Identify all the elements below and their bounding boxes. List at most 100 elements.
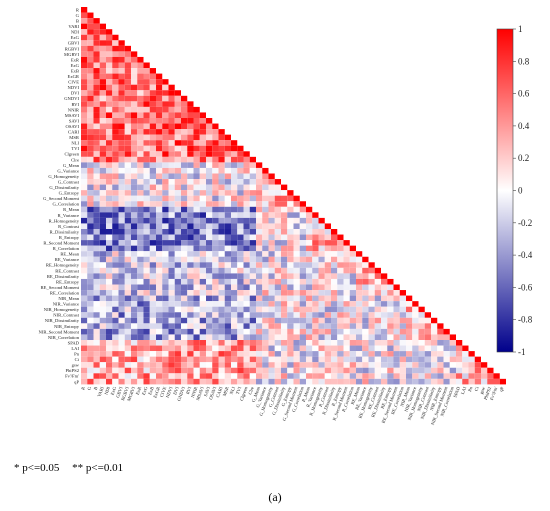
heatmap-cell — [412, 312, 419, 318]
heatmap-cell — [224, 340, 231, 346]
heatmap-cell — [393, 362, 400, 368]
heatmap-cell — [243, 373, 250, 379]
heatmap-cell — [156, 151, 163, 157]
heatmap-cell — [274, 340, 281, 346]
heatmap-cell — [249, 201, 256, 207]
heatmap-cell — [343, 262, 350, 268]
heatmap-cell — [187, 245, 194, 252]
heatmap-cell — [449, 373, 456, 379]
heatmap-cell — [224, 240, 231, 246]
colorbar-tick-label: -0.6 — [518, 282, 533, 292]
heatmap-cell — [187, 323, 194, 329]
heatmap-cell — [131, 90, 138, 96]
heatmap-cell — [131, 334, 138, 340]
column-label: GNDVI — [176, 386, 186, 402]
heatmap-cell — [299, 262, 306, 268]
heatmap-cell — [381, 356, 388, 363]
heatmap-cell — [268, 251, 275, 257]
heatmap-cell — [418, 356, 425, 363]
heatmap-cell — [237, 184, 244, 191]
heatmap-cell — [212, 340, 219, 346]
heatmap-cell — [243, 167, 250, 174]
heatmap-cell — [387, 334, 394, 340]
column-label: LAI — [460, 386, 467, 395]
heatmap-cell — [149, 356, 156, 363]
heatmap-cell — [181, 212, 188, 218]
heatmap-cell — [118, 129, 125, 135]
column-label: B — [93, 386, 99, 391]
heatmap-cell — [381, 340, 388, 346]
heatmap-cell — [218, 217, 225, 224]
heatmap-cell — [181, 290, 188, 296]
heatmap-cell — [287, 312, 294, 318]
heatmap-cell — [231, 323, 238, 329]
heatmap-cell — [281, 240, 288, 246]
heatmap-cell — [131, 295, 138, 302]
heatmap-cell — [206, 240, 213, 246]
heatmap-cell — [162, 106, 169, 113]
heatmap-cell — [118, 45, 125, 52]
heatmap-cell — [81, 206, 88, 213]
heatmap-cell — [156, 190, 163, 196]
heatmap-cell — [418, 345, 425, 352]
heatmap-cell — [168, 245, 175, 252]
heatmap-cell — [231, 145, 238, 152]
heatmap-cell — [143, 84, 150, 91]
heatmap-cell — [87, 345, 94, 352]
heatmap-cell — [231, 362, 238, 368]
heatmap-cell — [212, 173, 219, 180]
heatmap-cell — [162, 195, 169, 202]
heatmap-cell — [181, 184, 188, 191]
heatmap-cell — [387, 295, 394, 302]
heatmap-cell — [206, 362, 213, 368]
heatmap-cell — [237, 251, 244, 257]
heatmap-cell — [131, 256, 138, 263]
heatmap-cell — [318, 223, 325, 229]
heatmap-cell — [293, 251, 300, 257]
heatmap-cell — [256, 206, 263, 213]
heatmap-cell — [199, 245, 206, 252]
heatmap-cell — [137, 56, 144, 63]
heatmap-cell — [93, 245, 100, 252]
heatmap-cell — [112, 56, 119, 63]
heatmap-cell — [137, 173, 144, 180]
heatmap-cell — [131, 173, 138, 180]
heatmap-cell — [306, 323, 313, 329]
heatmap-cell — [99, 129, 106, 135]
heatmap-cell — [343, 334, 350, 340]
heatmap-cell — [162, 245, 169, 252]
heatmap-cell — [93, 340, 100, 346]
heatmap-cell — [112, 95, 119, 102]
heatmap-cell — [199, 162, 206, 168]
heatmap-cell — [412, 301, 419, 307]
heatmap-cell — [287, 278, 294, 285]
heatmap-cell — [187, 151, 194, 157]
heatmap-cell — [143, 79, 150, 85]
heatmap-cell — [193, 229, 200, 235]
heatmap-cell — [206, 245, 213, 252]
heatmap-cell — [268, 278, 275, 285]
heatmap-cell — [256, 362, 263, 368]
heatmap-cell — [193, 240, 200, 246]
heatmap-cell — [324, 245, 331, 252]
heatmap-cell — [237, 145, 244, 152]
heatmap-cell — [174, 118, 181, 124]
heatmap-cell — [324, 273, 331, 279]
row-label: RE_Entropy — [56, 279, 80, 284]
heatmap-cell — [162, 262, 169, 268]
row-label: ExGR — [68, 74, 80, 79]
heatmap-cell — [149, 328, 156, 335]
heatmap-cell — [249, 278, 256, 285]
colorbar-tick-label: 0.6 — [518, 89, 530, 99]
heatmap-cell — [81, 340, 88, 346]
row-label: GBVI — [68, 41, 80, 46]
heatmap-cell — [368, 301, 375, 307]
heatmap-cell — [406, 356, 413, 363]
heatmap-cell — [418, 362, 425, 368]
heatmap-cell — [262, 184, 269, 191]
heatmap-cell — [287, 340, 294, 346]
heatmap-cell — [256, 201, 263, 207]
heatmap-cell — [362, 323, 369, 329]
heatmap-cell — [312, 328, 319, 335]
heatmap-cell — [93, 317, 100, 324]
